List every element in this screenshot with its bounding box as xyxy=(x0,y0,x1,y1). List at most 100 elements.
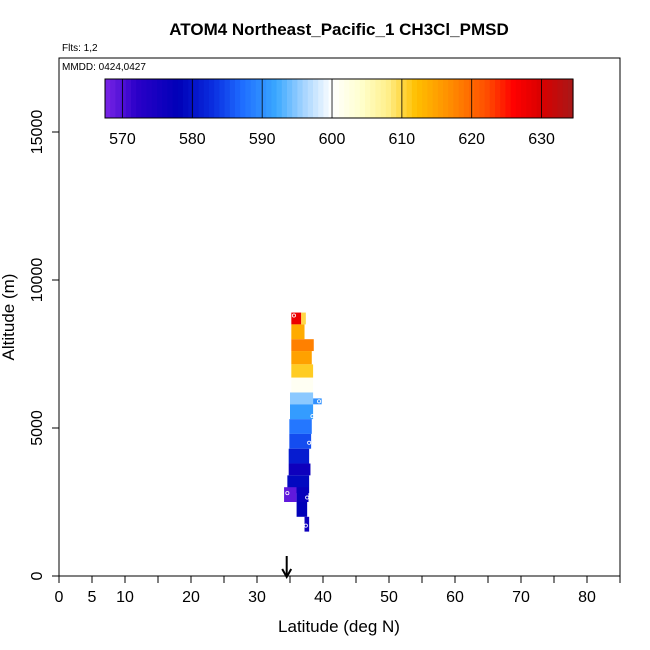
colorbar-segment xyxy=(422,79,428,118)
data-cell xyxy=(301,312,306,325)
colorbar-segment xyxy=(339,79,345,118)
colorbar-tick-label: 600 xyxy=(319,131,346,148)
colorbar-segment xyxy=(427,79,434,118)
colorbar-segment xyxy=(105,79,111,118)
colorbar-tick-label: 630 xyxy=(528,131,555,148)
colorbar-segment xyxy=(437,79,444,118)
flights-label: Flts: 1,2 xyxy=(62,43,98,54)
data-point xyxy=(310,414,315,419)
colorbar-segment xyxy=(141,79,148,118)
colorbar-segment xyxy=(151,79,158,118)
colorbar-segment xyxy=(385,79,392,118)
data-cell xyxy=(291,339,314,352)
colorbar-segment xyxy=(255,79,262,118)
x-tick-label: 70 xyxy=(512,589,530,606)
colorbar-segment xyxy=(505,79,512,118)
colorbar-segment xyxy=(307,79,314,118)
colorbar-segment xyxy=(484,79,491,118)
colorbar-segment xyxy=(203,79,210,118)
colorbar-segment xyxy=(313,79,319,118)
colorbar-segment xyxy=(125,79,132,118)
colorbar-segment xyxy=(463,79,470,118)
colorbar-segment xyxy=(219,79,226,118)
colorbar-segment xyxy=(131,79,137,118)
colorbar-tick-label: 570 xyxy=(109,131,136,148)
colorbar-segment xyxy=(229,79,236,118)
colorbar-segment xyxy=(281,79,288,118)
x-tick-label: 0 xyxy=(55,589,64,606)
colorbar-segment xyxy=(531,79,538,118)
colorbar-segment xyxy=(453,79,460,118)
colorbar-segment xyxy=(209,79,215,118)
data-cell xyxy=(290,392,314,405)
x-axis: 0 5 10 20 30 40 50 60 70 80 xyxy=(55,576,621,606)
data-cell xyxy=(284,487,297,502)
colorbar-segment xyxy=(474,79,480,118)
data-cell xyxy=(291,377,314,393)
y-tick-label: 10000 xyxy=(29,258,46,303)
x-axis-label: Latitude (deg N) xyxy=(278,617,400,636)
colorbar-segment xyxy=(375,79,382,118)
dates-label: MMDD: 0424,0427 xyxy=(62,62,146,73)
chart-title: ATOM4 Northeast_Pacific_1 CH3Cl_PMSD xyxy=(169,20,508,39)
colorbar-tick-label: 620 xyxy=(458,131,485,148)
colorbar-segment xyxy=(250,79,257,118)
x-tick-label: 40 xyxy=(314,589,332,606)
colorbar-tick-label: 590 xyxy=(249,131,276,148)
data-cell xyxy=(296,487,309,502)
colorbar-segment xyxy=(235,79,241,118)
colorbar-segment xyxy=(297,79,304,118)
data-point xyxy=(291,313,296,318)
data-cell xyxy=(288,463,311,476)
colorbar-segment xyxy=(318,79,324,118)
colorbar-segment xyxy=(380,79,387,118)
colorbar-segment xyxy=(359,79,366,118)
y-axis: 0 5000 10000 15000 xyxy=(29,110,59,580)
colorbar-segment xyxy=(495,79,501,118)
data-cell xyxy=(291,312,302,325)
y-tick-label: 5000 xyxy=(29,410,46,446)
colorbar-segment xyxy=(448,79,454,118)
colorbar-segment xyxy=(521,79,527,118)
colorbar-segment xyxy=(557,79,564,118)
data-point xyxy=(305,495,310,500)
colorbar-tick-label: 580 xyxy=(179,131,206,148)
x-tick-label: 20 xyxy=(182,589,200,606)
data-point xyxy=(317,399,322,404)
colorbar-segment xyxy=(136,79,142,118)
colorbar-segment xyxy=(302,79,309,118)
data-cell xyxy=(289,419,312,434)
x-tick-label: 10 xyxy=(116,589,134,606)
colorbar-segment xyxy=(167,79,174,118)
colorbar: 570 580 590 600 610 620 630 xyxy=(104,78,574,148)
colorbar-segment xyxy=(458,79,465,118)
colorbar-segment xyxy=(120,79,127,118)
colorbar-segment xyxy=(541,79,548,118)
colorbar-segment xyxy=(354,79,361,118)
data-cell xyxy=(291,351,312,365)
colorbar-segment xyxy=(183,79,189,118)
colorbar-segment xyxy=(287,79,293,118)
colorbar-segment xyxy=(146,79,153,118)
colorbar-segment xyxy=(365,79,371,118)
colorbar-segment xyxy=(479,79,486,118)
colorbar-segment xyxy=(536,79,543,118)
x-tick-label: 80 xyxy=(578,589,596,606)
colorbar-segment xyxy=(344,79,350,118)
data-point xyxy=(307,440,312,445)
colorbar-segment xyxy=(370,79,376,118)
colorbar-segment xyxy=(240,79,246,118)
colorbar-segment xyxy=(261,79,267,118)
colorbar-segment xyxy=(245,79,252,118)
colorbar-tick-label: 610 xyxy=(389,131,416,148)
colorbar-segment xyxy=(443,79,449,118)
colorbar-segment xyxy=(515,79,522,118)
colorbar-segment xyxy=(432,79,439,118)
colorbar-segment xyxy=(193,79,200,118)
colorbar-segment xyxy=(214,79,220,118)
data-cell xyxy=(296,502,308,517)
colorbar-segment xyxy=(172,79,179,118)
data-cell xyxy=(291,364,314,378)
colorbar-segment xyxy=(391,79,397,118)
colorbar-segment xyxy=(333,79,340,118)
